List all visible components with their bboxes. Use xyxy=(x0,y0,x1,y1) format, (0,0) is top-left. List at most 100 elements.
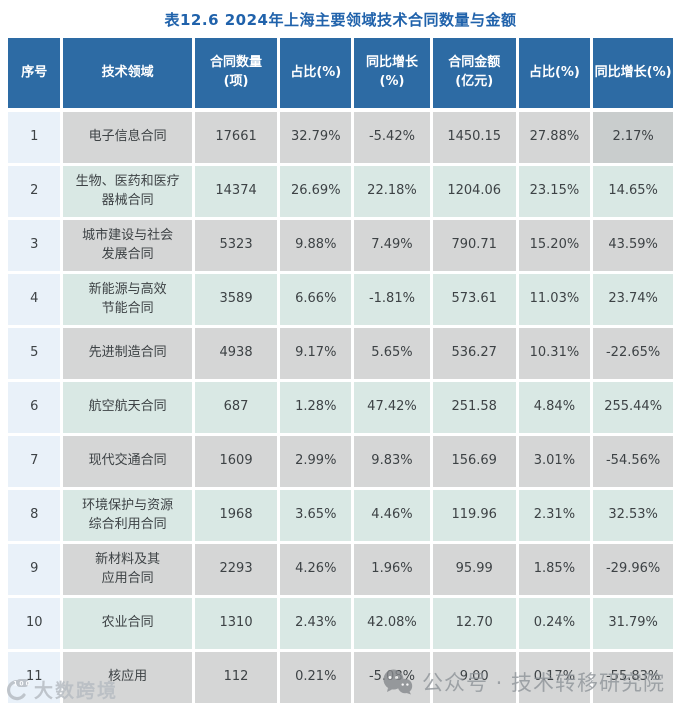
tech-field-cell: 新材料及其 应用合同 xyxy=(63,544,192,595)
contract-count-cell: 14374 xyxy=(194,166,278,217)
amount-share-cell: 11.03% xyxy=(518,274,591,325)
count-growth-cell: 7.49% xyxy=(354,220,430,271)
count-growth-cell: 42.08% xyxy=(354,598,430,649)
amount-share-cell: 10.31% xyxy=(518,328,591,379)
amount-growth-cell: 2.17% xyxy=(593,112,673,163)
count-growth-cell: 9.83% xyxy=(354,436,430,487)
table-row: 7 现代交通合同 1609 2.99% 9.83% 156.69 3.01% -… xyxy=(8,436,673,487)
count-share-cell: 26.69% xyxy=(280,166,352,217)
contract-count-cell: 1609 xyxy=(194,436,278,487)
tech-field-cell: 电子信息合同 xyxy=(63,112,192,163)
count-growth-cell: 22.18% xyxy=(354,166,430,217)
table-header-row: 序号 技术领域 合同数量 (项) 占比(%) 同比增长 (%) 合同金额 (亿元… xyxy=(8,38,673,108)
amount-growth-cell: -55.83% xyxy=(593,652,673,703)
row-number-cell: 7 xyxy=(8,436,61,487)
amount-share-cell: 4.84% xyxy=(518,382,591,433)
contract-amount-cell: 1204.06 xyxy=(432,166,516,217)
table-row: 4 新能源与高效 节能合同 3589 6.66% -1.81% 573.61 1… xyxy=(8,274,673,325)
contract-amount-cell: 95.99 xyxy=(432,544,516,595)
count-share-cell: 0.21% xyxy=(280,652,352,703)
contract-amount-cell: 119.96 xyxy=(432,490,516,541)
contract-count-cell: 17661 xyxy=(194,112,278,163)
row-number-cell: 11 xyxy=(8,652,61,703)
header-tech-field: 技术领域 xyxy=(63,38,192,108)
table-row: 1 电子信息合同 17661 32.79% -5.42% 1450.15 27.… xyxy=(8,112,673,163)
contract-count-cell: 1968 xyxy=(194,490,278,541)
header-contract-amount: 合同金额 (亿元) xyxy=(432,38,516,108)
header-contract-count: 合同数量 (项) xyxy=(194,38,278,108)
table-row: 6 航空航天合同 687 1.28% 47.42% 251.58 4.84% 2… xyxy=(8,382,673,433)
amount-share-cell: 27.88% xyxy=(518,112,591,163)
tech-field-cell: 生物、医药和医疗 器械合同 xyxy=(63,166,192,217)
contract-amount-cell: 156.69 xyxy=(432,436,516,487)
tech-field-cell: 核应用 xyxy=(63,652,192,703)
count-share-cell: 9.88% xyxy=(280,220,352,271)
amount-share-cell: 3.01% xyxy=(518,436,591,487)
contract-count-cell: 5323 xyxy=(194,220,278,271)
header-count-share: 占比(%) xyxy=(280,38,352,108)
count-share-cell: 4.26% xyxy=(280,544,352,595)
row-number-cell: 2 xyxy=(8,166,61,217)
tech-field-cell: 城市建设与社会 发展合同 xyxy=(63,220,192,271)
table-row: 11 核应用 112 0.21% -5.08% 9.00 0.17% -55.8… xyxy=(8,652,673,703)
header-amount-growth: 同比增长(%) xyxy=(593,38,673,108)
count-growth-cell: 4.46% xyxy=(354,490,430,541)
row-number-cell: 6 xyxy=(8,382,61,433)
count-share-cell: 3.65% xyxy=(280,490,352,541)
amount-growth-cell: 31.79% xyxy=(593,598,673,649)
row-number-cell: 3 xyxy=(8,220,61,271)
amount-share-cell: 15.20% xyxy=(518,220,591,271)
tech-field-cell: 农业合同 xyxy=(63,598,192,649)
count-share-cell: 32.79% xyxy=(280,112,352,163)
table-row: 5 先进制造合同 4938 9.17% 5.65% 536.27 10.31% … xyxy=(8,328,673,379)
contract-count-cell: 687 xyxy=(194,382,278,433)
row-number-cell: 9 xyxy=(8,544,61,595)
count-growth-cell: -5.42% xyxy=(354,112,430,163)
tech-field-cell: 现代交通合同 xyxy=(63,436,192,487)
amount-share-cell: 0.24% xyxy=(518,598,591,649)
contract-count-cell: 112 xyxy=(194,652,278,703)
table-row: 10 农业合同 1310 2.43% 42.08% 12.70 0.24% 31… xyxy=(8,598,673,649)
amount-share-cell: 1.85% xyxy=(518,544,591,595)
amount-growth-cell: -29.96% xyxy=(593,544,673,595)
amount-share-cell: 2.31% xyxy=(518,490,591,541)
contract-amount-cell: 790.71 xyxy=(432,220,516,271)
page-title: 表12.6 2024年上海主要领域技术合同数量与金额 xyxy=(164,11,517,29)
count-growth-cell: -1.81% xyxy=(354,274,430,325)
amount-growth-cell: 32.53% xyxy=(593,490,673,541)
amount-growth-cell: 14.65% xyxy=(593,166,673,217)
amount-growth-cell: 43.59% xyxy=(593,220,673,271)
table-row: 3 城市建设与社会 发展合同 5323 9.88% 7.49% 790.71 1… xyxy=(8,220,673,271)
contract-amount-cell: 573.61 xyxy=(432,274,516,325)
contract-amount-cell: 1450.15 xyxy=(432,112,516,163)
table-row: 9 新材料及其 应用合同 2293 4.26% 1.96% 95.99 1.85… xyxy=(8,544,673,595)
amount-growth-cell: 23.74% xyxy=(593,274,673,325)
tech-field-cell: 环境保护与资源 综合利用合同 xyxy=(63,490,192,541)
contract-amount-cell: 12.70 xyxy=(432,598,516,649)
contracts-table: 序号 技术领域 合同数量 (项) 占比(%) 同比增长 (%) 合同金额 (亿元… xyxy=(8,38,673,706)
header-amount-share: 占比(%) xyxy=(518,38,591,108)
amount-growth-cell: -54.56% xyxy=(593,436,673,487)
amount-share-cell: 0.17% xyxy=(518,652,591,703)
count-share-cell: 6.66% xyxy=(280,274,352,325)
contract-count-cell: 3589 xyxy=(194,274,278,325)
row-number-cell: 5 xyxy=(8,328,61,379)
contract-amount-cell: 536.27 xyxy=(432,328,516,379)
row-number-cell: 4 xyxy=(8,274,61,325)
count-growth-cell: 1.96% xyxy=(354,544,430,595)
count-growth-cell: 47.42% xyxy=(354,382,430,433)
count-share-cell: 2.99% xyxy=(280,436,352,487)
amount-share-cell: 23.15% xyxy=(518,166,591,217)
tech-field-cell: 先进制造合同 xyxy=(63,328,192,379)
table-row: 2 生物、医药和医疗 器械合同 14374 26.69% 22.18% 1204… xyxy=(8,166,673,217)
row-number-cell: 8 xyxy=(8,490,61,541)
row-number-cell: 10 xyxy=(8,598,61,649)
count-growth-cell: -5.08% xyxy=(354,652,430,703)
contract-count-cell: 1310 xyxy=(194,598,278,649)
amount-growth-cell: 255.44% xyxy=(593,382,673,433)
count-share-cell: 2.43% xyxy=(280,598,352,649)
header-count-growth: 同比增长 (%) xyxy=(354,38,430,108)
count-share-cell: 9.17% xyxy=(280,328,352,379)
contract-amount-cell: 251.58 xyxy=(432,382,516,433)
count-growth-cell: 5.65% xyxy=(354,328,430,379)
